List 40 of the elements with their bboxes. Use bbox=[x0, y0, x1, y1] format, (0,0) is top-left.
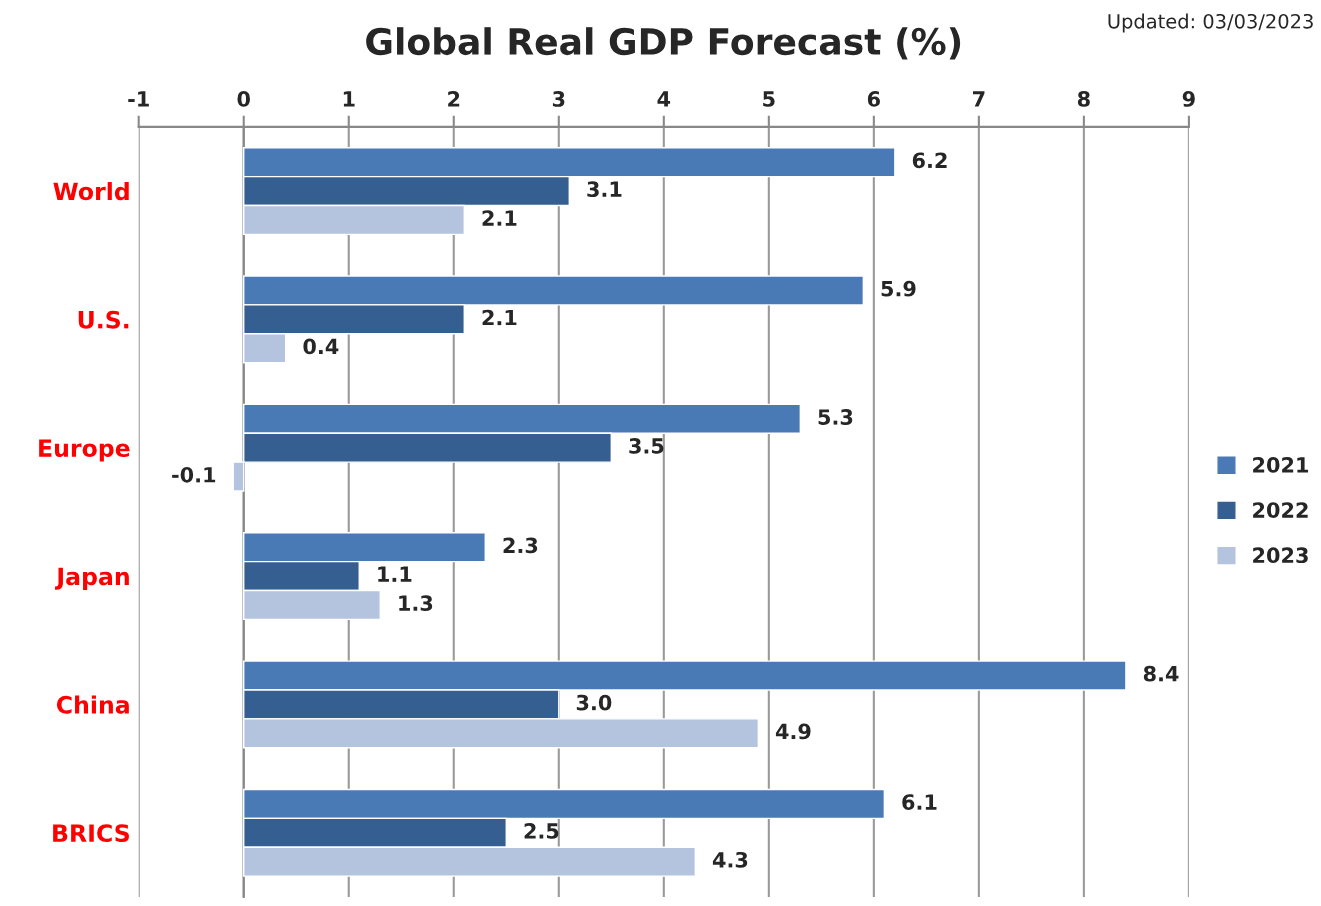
x-tick-label: 2 bbox=[448, 91, 460, 107]
data-label: 4.9 bbox=[775, 723, 811, 740]
x-tick-label: 4 bbox=[657, 91, 671, 107]
y-tick-label: Japan bbox=[55, 567, 129, 590]
y-tick-label: Europe bbox=[39, 439, 130, 462]
data-label: 3.5 bbox=[629, 438, 664, 454]
y-tick-label: World bbox=[53, 182, 129, 201]
chart-title: Global Real GDP Forecast (%) bbox=[366, 27, 961, 60]
legend-label: 2022 bbox=[1253, 502, 1308, 518]
text: Updated: 03/03/2023 bbox=[1108, 13, 1313, 33]
data-label: 5.3 bbox=[818, 409, 853, 425]
x-tick-label: 0 bbox=[237, 91, 250, 107]
data-label: 2.1 bbox=[482, 210, 517, 226]
data-label: 3.1 bbox=[587, 181, 622, 198]
data-label: 6.1 bbox=[902, 794, 937, 810]
data-label: 1.3 bbox=[399, 595, 433, 611]
data-label: -0.1 bbox=[172, 466, 216, 483]
x-tick-label: -1 bbox=[128, 91, 149, 107]
data-label: 2.5 bbox=[524, 823, 559, 839]
data-label: 2.3 bbox=[503, 537, 538, 554]
x-tick-label: 1 bbox=[343, 91, 355, 107]
x-tick-label: 8 bbox=[1077, 91, 1090, 107]
data-label: 0.4 bbox=[303, 338, 339, 355]
y-tick-label: China bbox=[56, 695, 129, 714]
legend-label: 2023 bbox=[1253, 547, 1308, 564]
data-label: 2.1 bbox=[482, 309, 517, 326]
data-label: 1.1 bbox=[378, 566, 412, 582]
data-label: 5.9 bbox=[881, 280, 916, 297]
x-tick-label: 6 bbox=[867, 91, 880, 107]
y-tick-label: U.S. bbox=[78, 310, 129, 329]
x-tick-label: 9 bbox=[1182, 91, 1195, 107]
data-label: 6.2 bbox=[912, 152, 947, 169]
data-label: 4.3 bbox=[712, 851, 748, 868]
legend-label: 2021 bbox=[1253, 457, 1309, 473]
data-label: 8.4 bbox=[1143, 665, 1179, 682]
x-tick-label: 5 bbox=[763, 91, 775, 107]
y-tick-label: BRICS bbox=[53, 824, 129, 843]
x-tick-label: 3 bbox=[552, 91, 565, 107]
data-label: 3.0 bbox=[576, 694, 612, 711]
x-tick-label: 7 bbox=[973, 91, 985, 107]
